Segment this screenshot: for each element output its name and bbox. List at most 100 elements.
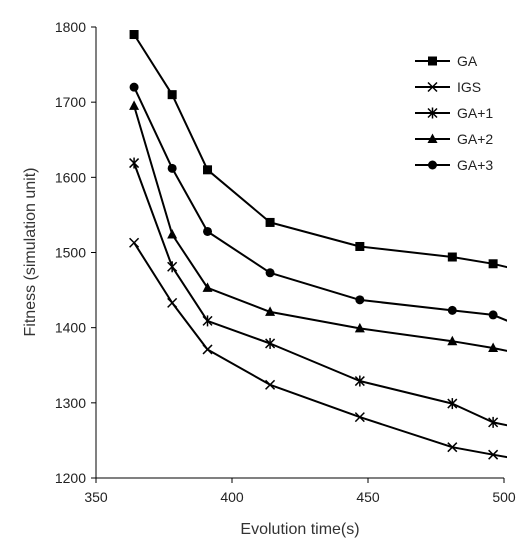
- x-tick-label: 400: [220, 489, 244, 505]
- series-ga-plus-3: [129, 82, 507, 322]
- x-marker-stroke: [488, 449, 499, 460]
- data-point-ga-plus-1: [488, 416, 499, 428]
- x-marker-stroke: [202, 344, 213, 355]
- series-ga-plus-1: [129, 157, 507, 428]
- series-line-ga-plus-1: [133, 162, 507, 427]
- data-point-igs: [202, 344, 213, 355]
- circle-marker-shape: [265, 268, 275, 278]
- legend-label: IGS: [457, 79, 481, 95]
- legend-swatch-marker: [427, 81, 438, 93]
- y-tick-label: 1500: [55, 245, 86, 261]
- y-tick-label: 1300: [55, 395, 86, 411]
- data-point-igs: [129, 237, 140, 248]
- legend-swatch-marker: [427, 133, 438, 143]
- y-tick-label: 1200: [55, 470, 86, 486]
- square-marker-shape: [355, 241, 365, 251]
- y-tick-label: 1600: [55, 169, 86, 185]
- data-point-ga-plus-1: [354, 375, 365, 387]
- data-point-ga-plus-2: [488, 342, 499, 352]
- legend-swatch-marker: [428, 160, 437, 170]
- square-marker-shape: [167, 90, 177, 100]
- legend-item-ga-plus-3: GA+3: [415, 157, 493, 173]
- data-point-ga-plus-2: [447, 335, 458, 346]
- data-point-ga-plus-2: [202, 282, 213, 292]
- triangle-marker-shape: [129, 100, 140, 110]
- axes: 1200 1300 1400 1500 1600 1700 1800 350 400 450 500: [55, 19, 516, 505]
- legend-item-ga-plus-1: GA+1: [415, 105, 493, 121]
- legend-label: GA: [457, 53, 478, 69]
- x-tick-label: 450: [356, 489, 380, 505]
- data-point-igs: [167, 297, 178, 308]
- circle-marker-shape: [355, 295, 365, 305]
- series-ga-plus-2: [129, 100, 507, 352]
- triangle-marker-shape: [427, 133, 438, 143]
- x-marker-stroke: [167, 297, 178, 308]
- data-point-igs: [265, 379, 276, 390]
- data-point-ga: [129, 30, 139, 40]
- circle-marker-shape: [447, 305, 457, 315]
- y-tick-label: 1700: [55, 94, 86, 110]
- data-point-ga-plus-3: [447, 305, 457, 315]
- triangle-marker-shape: [265, 306, 276, 316]
- square-marker-shape: [203, 165, 213, 175]
- triangle-marker-shape: [488, 342, 499, 352]
- data-point-ga-plus-1: [202, 315, 213, 327]
- data-point-ga-plus-1: [167, 261, 178, 273]
- data-point-igs: [488, 449, 499, 460]
- circle-marker-shape: [203, 226, 213, 236]
- triangle-marker-shape: [167, 228, 178, 239]
- data-point-ga-plus-1: [129, 157, 140, 169]
- x-tick-label: 500: [492, 489, 516, 505]
- x-marker-stroke: [265, 379, 276, 390]
- circle-marker-shape: [167, 163, 177, 173]
- series-line-ga-plus-3: [133, 86, 507, 322]
- triangle-marker-shape: [447, 335, 458, 346]
- data-point-ga-plus-1: [447, 398, 458, 410]
- y-axis-title: Fitness (simulation unit): [22, 168, 39, 337]
- circle-marker-shape: [488, 310, 498, 320]
- square-marker-shape: [428, 56, 437, 66]
- legend-label: GA+1: [457, 105, 493, 121]
- square-marker-shape: [129, 30, 139, 40]
- data-point-ga-plus-3: [129, 82, 139, 92]
- triangle-marker-shape: [202, 282, 213, 292]
- y-tick-label: 1800: [55, 19, 86, 35]
- x-marker-stroke: [354, 412, 365, 423]
- x-tick-label: 350: [84, 489, 108, 505]
- data-point-igs: [447, 442, 458, 453]
- y-tick-label: 1400: [55, 320, 86, 336]
- data-point-ga-plus-2: [354, 322, 365, 333]
- data-point-ga: [488, 259, 498, 269]
- series-line-ga-plus-2: [133, 105, 507, 352]
- legend-swatch-marker: [428, 56, 437, 66]
- square-marker-shape: [447, 252, 457, 262]
- data-point-ga-plus-3: [167, 163, 177, 173]
- legend-label: GA+3: [457, 157, 493, 173]
- series-line-ga: [133, 33, 507, 269]
- series-layer: [129, 30, 507, 460]
- x-axis-title: Evolution time(s): [240, 521, 359, 538]
- data-point-ga-plus-2: [265, 306, 276, 316]
- square-marker-shape: [265, 217, 275, 227]
- legend-item-ga: GA: [415, 53, 478, 69]
- data-point-ga: [355, 241, 365, 251]
- legend: GA IGS GA+1 GA+2 GA+3: [415, 53, 493, 173]
- x-marker-stroke: [427, 81, 438, 93]
- data-point-ga-plus-2: [129, 100, 140, 110]
- legend-label: GA+2: [457, 131, 493, 147]
- data-point-ga-plus-3: [203, 226, 213, 236]
- data-point-ga-plus-2: [167, 228, 178, 239]
- data-point-ga: [447, 252, 457, 262]
- legend-item-ga-plus-2: GA+2: [415, 131, 493, 147]
- square-marker-shape: [488, 259, 498, 269]
- triangle-marker-shape: [354, 322, 365, 333]
- series-igs: [129, 237, 507, 460]
- circle-marker-shape: [428, 160, 437, 170]
- data-point-ga: [265, 217, 275, 227]
- data-point-ga-plus-3: [355, 295, 365, 305]
- series-line-igs: [133, 242, 507, 459]
- circle-marker-shape: [129, 82, 139, 92]
- x-marker-stroke: [129, 237, 140, 248]
- x-marker-stroke: [447, 442, 458, 453]
- series-ga: [129, 30, 507, 269]
